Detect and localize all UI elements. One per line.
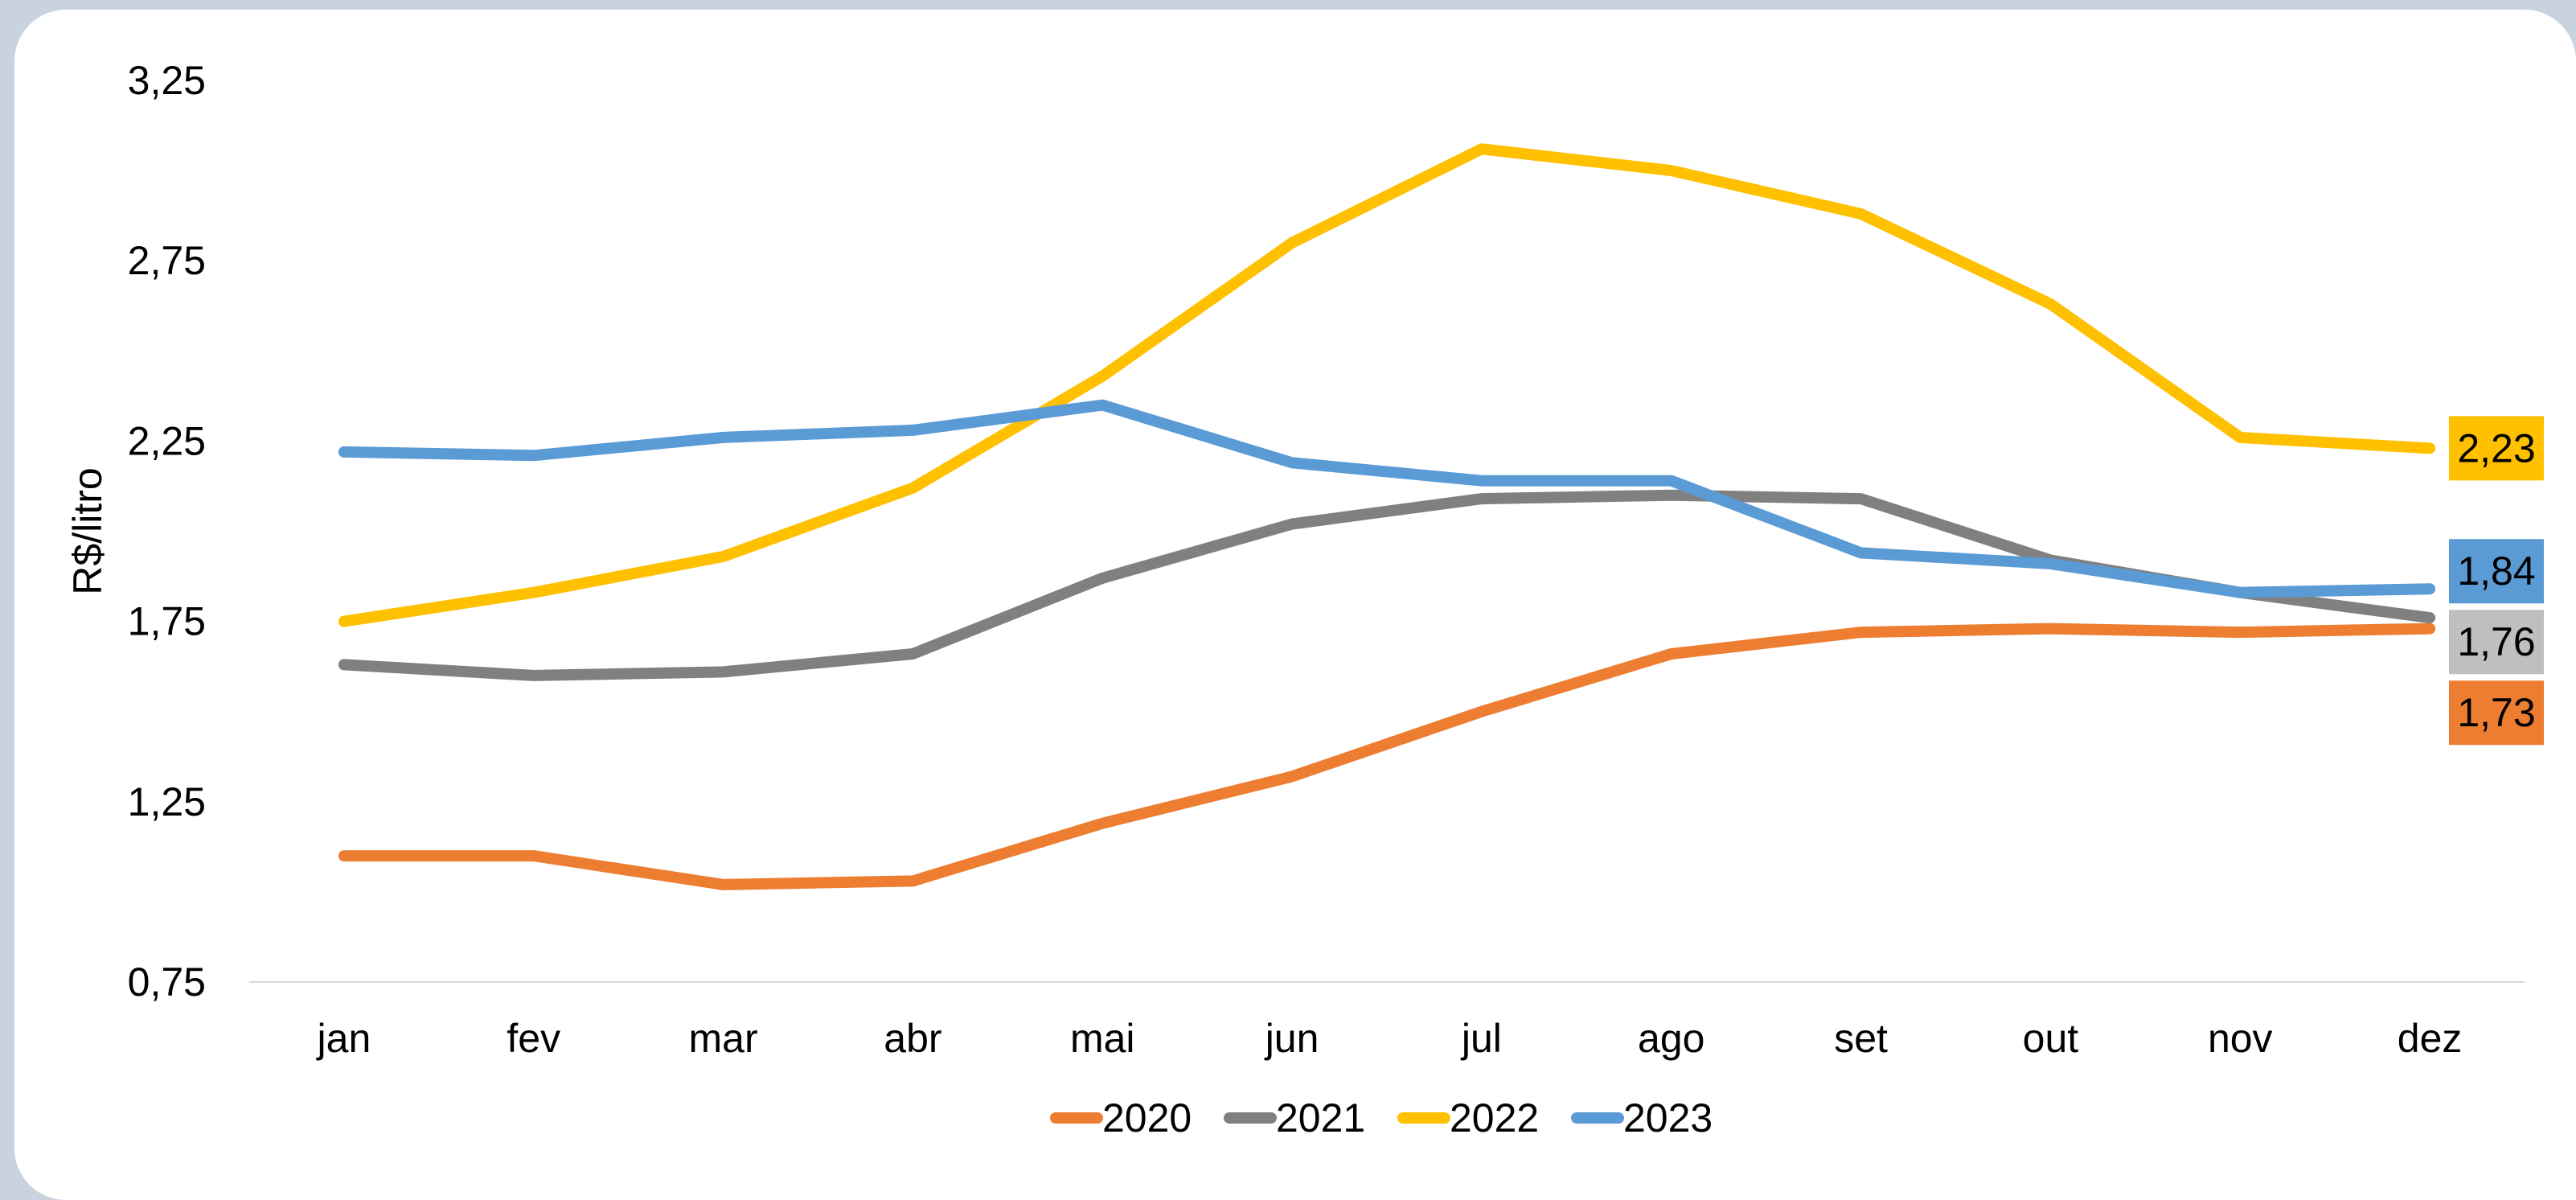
end-label-text: 2,23 <box>2457 425 2535 471</box>
end-label-2023: 1,84 <box>2449 539 2544 604</box>
legend-item-2022: 2022 <box>1397 1095 1539 1140</box>
legend-label: 2020 <box>1102 1095 1192 1140</box>
series-line-2023 <box>338 399 2436 598</box>
end-label-2022: 2,23 <box>2449 416 2544 481</box>
x-tick-label: jan <box>316 1016 371 1061</box>
x-tick-label: dez <box>2398 1016 2463 1061</box>
end-label-2021: 1,76 <box>2449 610 2544 675</box>
y-axis-ticks: 0,75 1,25 1,75 2,25 2,75 3,25 <box>128 58 206 1005</box>
y-tick-label: 1,75 <box>128 599 206 644</box>
series-line-2021 <box>338 489 2436 681</box>
x-tick-label: jun <box>1264 1016 1319 1061</box>
end-labels: 2,23 1,84 1,76 1,73 <box>2449 416 2544 746</box>
y-tick-label: 3,25 <box>128 58 206 103</box>
legend-label: 2021 <box>1276 1095 1365 1140</box>
x-axis-ticks: jan fev mar abr mai jun jul ago set out nov dez <box>316 1016 2463 1061</box>
end-label-box <box>2449 610 2544 675</box>
end-label-text: 1,76 <box>2457 619 2535 664</box>
chart-card: R$/litro 0,75 1,25 1,75 2,25 2,75 3,25 jan fev… <box>14 10 2576 1200</box>
legend-item-2020: 2020 <box>1050 1095 1192 1140</box>
x-tick-label: nov <box>2208 1016 2273 1061</box>
legend-item-2021: 2021 <box>1224 1095 1365 1140</box>
end-label-box <box>2449 680 2544 746</box>
end-label-2020: 1,73 <box>2449 680 2544 746</box>
series-line-2020 <box>338 623 2436 890</box>
legend: 2020 2021 2022 2023 <box>1050 1095 1713 1140</box>
end-label-text: 1,73 <box>2457 690 2535 735</box>
legend-label: 2023 <box>1623 1095 1713 1140</box>
x-tick-label: abr <box>884 1016 941 1061</box>
x-tick-label: mai <box>1070 1016 1135 1061</box>
y-axis-title: R$/litro <box>65 467 110 594</box>
legend-label: 2022 <box>1450 1095 1539 1140</box>
series-lines <box>338 143 2436 890</box>
x-tick-label: set <box>1834 1016 1888 1061</box>
y-tick-label: 2,25 <box>128 418 206 463</box>
series-line-2022 <box>338 143 2436 627</box>
end-label-box <box>2449 539 2544 604</box>
y-tick-label: 1,25 <box>128 779 206 824</box>
legend-item-2023: 2023 <box>1571 1095 1713 1140</box>
y-tick-label: 2,75 <box>128 238 206 283</box>
x-tick-label: ago <box>1638 1016 1704 1061</box>
end-label-text: 1,84 <box>2457 549 2535 594</box>
x-tick-label: mar <box>689 1016 758 1061</box>
x-tick-label: jul <box>1460 1016 1502 1061</box>
x-tick-label: out <box>2023 1016 2079 1061</box>
end-label-box <box>2449 416 2544 481</box>
y-tick-label: 0,75 <box>128 960 206 1005</box>
x-tick-label: fev <box>507 1016 560 1061</box>
line-chart: R$/litro 0,75 1,25 1,75 2,25 2,75 3,25 jan fev… <box>65 58 2544 1140</box>
